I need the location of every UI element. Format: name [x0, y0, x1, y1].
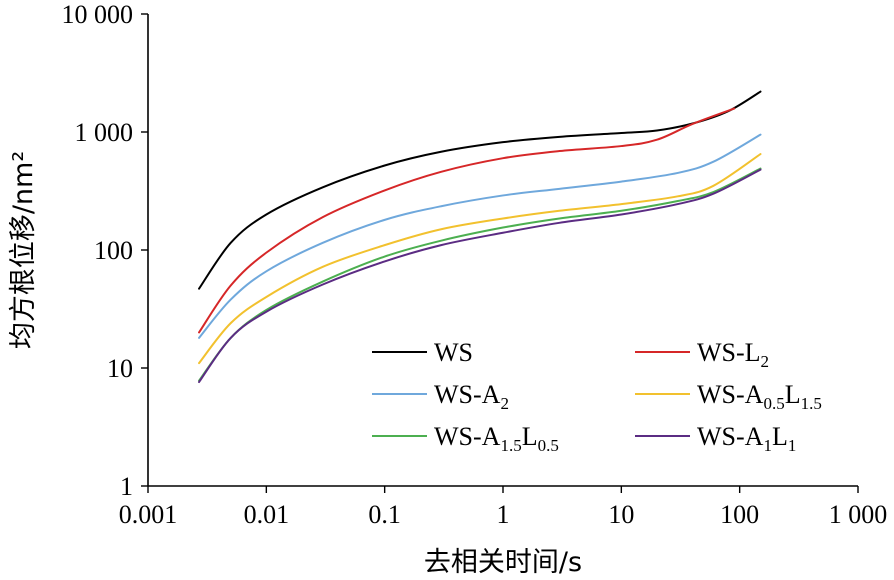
x-tick-label: 1 — [497, 500, 510, 529]
series-line-ws — [198, 90, 762, 290]
legend-label: WS — [434, 338, 473, 367]
y-tick-label: 1 000 — [75, 118, 134, 147]
x-tick-label: 0.01 — [244, 500, 290, 529]
legend-label: WS-A2 — [434, 380, 509, 413]
legend-item-ws-l2: WS-L2 — [635, 338, 769, 371]
series-line-ws-a0-5l1-5 — [198, 153, 762, 365]
series-lines — [198, 90, 762, 384]
legend-label: WS-A0.5L1.5 — [697, 380, 822, 413]
legend-item-ws-a1-5l0-5: WS-A1.5L0.5 — [372, 422, 559, 455]
y-ticks: 1 10 100 1 000 10 000 — [62, 0, 148, 501]
x-tick-label: 0.001 — [119, 500, 178, 529]
series-line-ws-a1-5l0-5 — [198, 167, 762, 382]
y-tick-label: 1 — [120, 472, 133, 501]
legend-item-ws: WS — [372, 338, 473, 367]
x-axis-title: 去相关时间/s — [424, 547, 582, 578]
x-tick-label: 0.1 — [368, 500, 401, 529]
legend: WS WS-L2 WS-A2 WS-A0.5L1.5 WS-A1.5L0.5 WS-A1L… — [372, 338, 822, 455]
legend-label: WS-L2 — [697, 338, 769, 371]
x-tick-label: 1 000 — [829, 500, 888, 529]
legend-label: WS-A1L1 — [697, 422, 796, 455]
axes — [147, 14, 858, 487]
y-tick-label: 10 — [107, 354, 133, 383]
series-line-ws-a2 — [198, 133, 762, 339]
series-line-ws-l2 — [198, 107, 736, 334]
y-axis-title: 均方根位移/nm² — [8, 151, 39, 349]
legend-item-ws-a1l1: WS-A1L1 — [635, 422, 796, 455]
y-tick-label: 10 000 — [62, 0, 134, 29]
series-line-ws-a1l1 — [198, 168, 762, 384]
y-tick-label: 100 — [94, 236, 133, 265]
legend-item-ws-a2: WS-A2 — [372, 380, 509, 413]
x-tick-label: 100 — [720, 500, 759, 529]
x-tick-label: 10 — [608, 500, 634, 529]
legend-label: WS-A1.5L0.5 — [434, 422, 559, 455]
x-ticks: 0.001 0.01 0.1 1 10 100 1 000 — [119, 486, 888, 529]
legend-item-ws-a0-5l1-5: WS-A0.5L1.5 — [635, 380, 822, 413]
